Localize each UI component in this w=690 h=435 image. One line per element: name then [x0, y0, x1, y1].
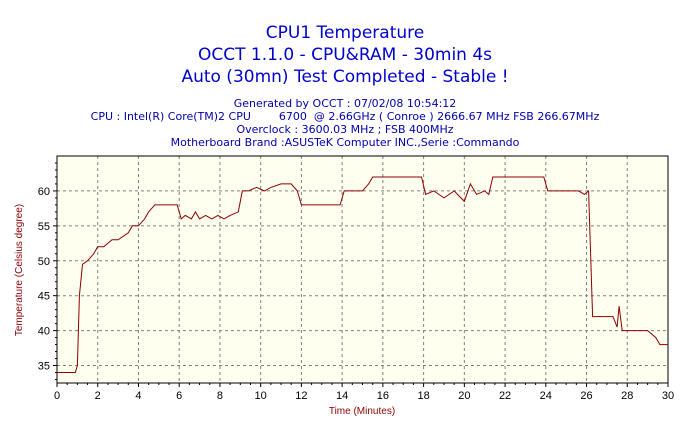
x-tick-label: 20 — [458, 390, 470, 402]
x-tick-label: 22 — [499, 390, 511, 402]
chart-title: CPU1 Temperature — [266, 23, 424, 43]
x-tick-label: 0 — [54, 390, 60, 402]
y-tick-label: 60 — [38, 186, 50, 198]
info-cpu: CPU : Intel(R) Core(TM)2 CPU 6700 @ 2.66… — [91, 110, 600, 123]
chart-status: Auto (30mn) Test Completed - Stable ! — [181, 67, 508, 87]
y-tick-label: 40 — [38, 326, 50, 338]
x-tick-label: 8 — [217, 390, 223, 402]
x-tick-label: 30 — [662, 390, 674, 402]
x-tick-label: 16 — [377, 390, 389, 402]
x-tick-label: 4 — [135, 390, 141, 402]
x-axis-label: Time (Minutes) — [329, 406, 395, 417]
x-tick-label: 26 — [580, 390, 592, 402]
x-tick-label: 10 — [255, 390, 267, 402]
info-motherboard: Motherboard Brand :ASUSTeK Computer INC.… — [171, 136, 520, 149]
y-tick-label: 35 — [38, 361, 50, 373]
x-tick-label: 28 — [621, 390, 633, 402]
x-tick-label: 6 — [176, 390, 182, 402]
x-tick-label: 18 — [417, 390, 429, 402]
x-tick-label: 12 — [295, 390, 307, 402]
x-tick-label: 14 — [336, 390, 348, 402]
info-generated: Generated by OCCT : 07/02/08 10:54:12 — [234, 97, 457, 110]
x-tick-label: 24 — [540, 390, 552, 402]
temperature-series-line — [57, 176, 668, 373]
y-tick-label: 55 — [38, 221, 50, 233]
chart-subtitle: OCCT 1.1.0 - CPU&RAM - 30min 4s — [198, 45, 492, 65]
x-tick-label: 2 — [95, 390, 101, 402]
y-tick-labels: 35 40 45 50 55 60 — [38, 186, 50, 373]
grid-lines — [57, 156, 668, 383]
x-tick-labels: 0 2 4 6 8 10 12 14 16 18 20 22 24 26 28 30 — [54, 390, 674, 402]
plot-area — [57, 156, 668, 383]
tick-marks — [53, 162, 669, 387]
info-overclock: Overclock : 3600.03 MHz ; FSB 400MHz — [236, 123, 453, 136]
y-tick-label: 50 — [38, 256, 50, 268]
y-axis-label: Temperature (Celsius degree) — [14, 204, 25, 336]
y-tick-label: 45 — [38, 291, 50, 303]
